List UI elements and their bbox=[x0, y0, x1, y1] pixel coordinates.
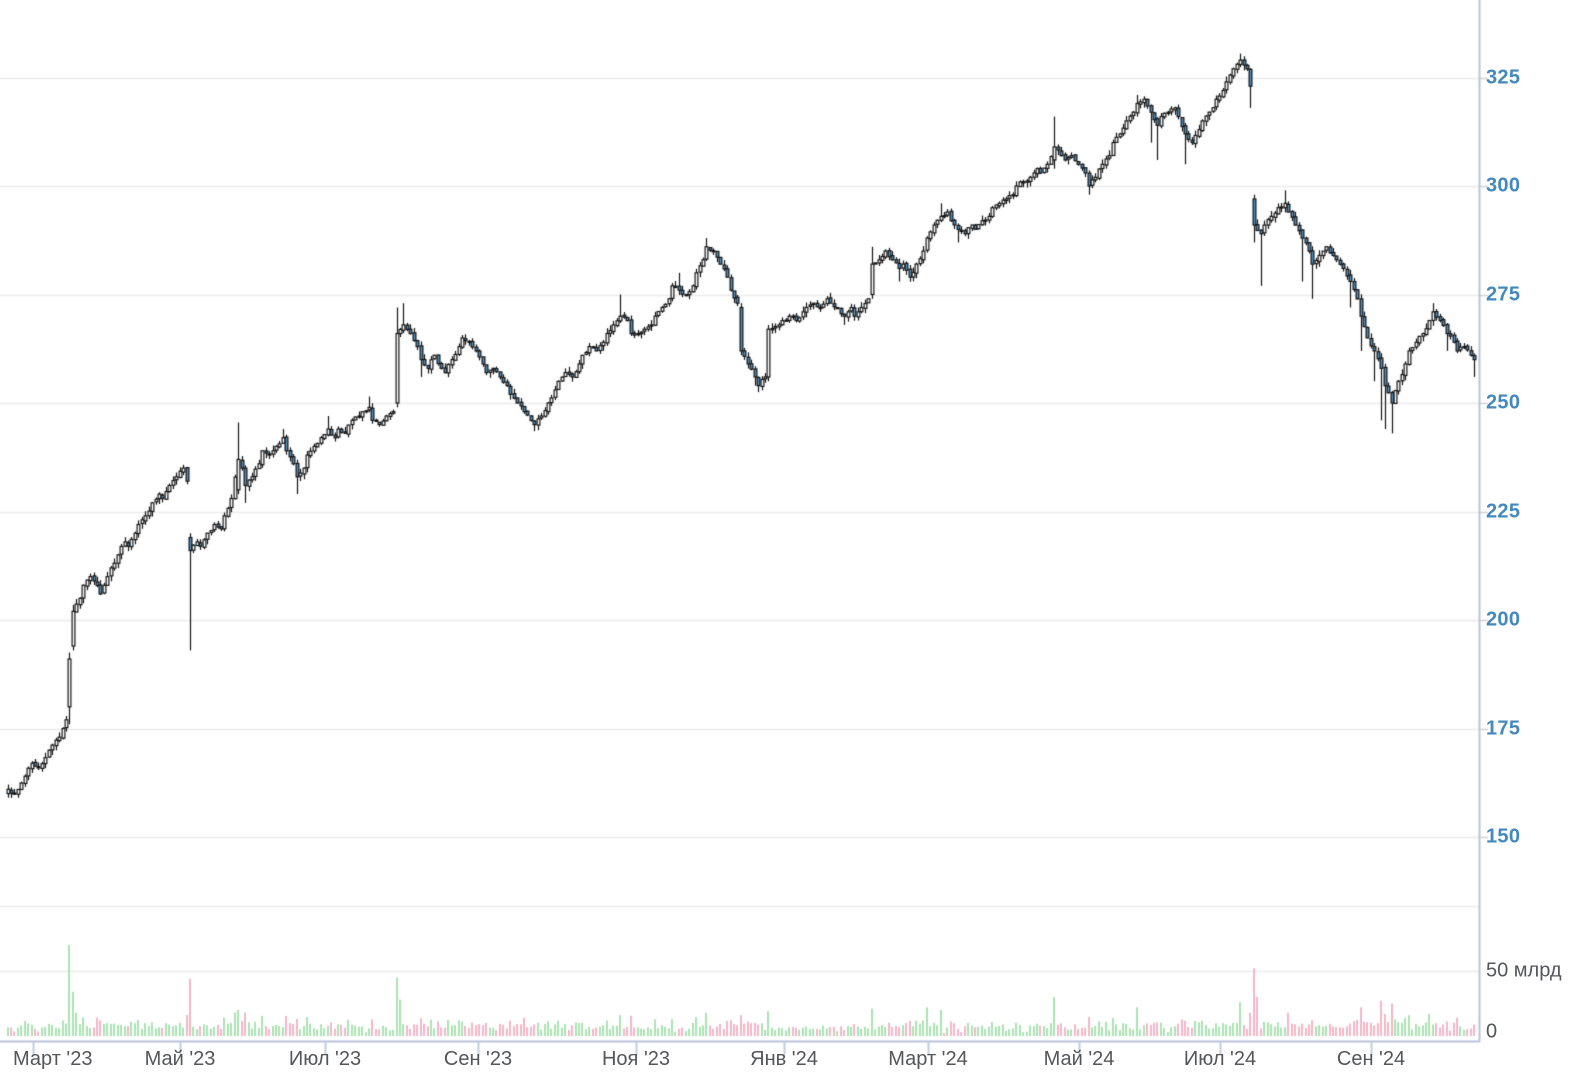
price-axis-label: 325 bbox=[1486, 66, 1521, 88]
time-axis-label: Июл '23 bbox=[288, 1048, 362, 1070]
time-axis-label: Янв '24 bbox=[750, 1048, 818, 1070]
price-axis-label: 250 bbox=[1486, 391, 1521, 414]
time-axis-label: Май '24 bbox=[1043, 1048, 1115, 1070]
price-axis-label: 200 bbox=[1486, 608, 1521, 631]
time-axis-label: Май '23 bbox=[144, 1048, 216, 1070]
price-axis-label: 150 bbox=[1486, 825, 1521, 848]
price-axis-label: 225 bbox=[1486, 500, 1521, 522]
time-axis-label: Сен '23 bbox=[443, 1048, 513, 1070]
price-axis-label: 175 bbox=[1486, 717, 1521, 739]
time-axis-label: Сен '24 bbox=[1336, 1048, 1406, 1070]
volume-axis-label-50: 50 млрд bbox=[1486, 959, 1562, 982]
time-axis-label: Март '23 bbox=[13, 1048, 93, 1070]
time-axis-label: Ноя '23 bbox=[601, 1048, 671, 1070]
price-axis-label: 275 bbox=[1486, 283, 1521, 305]
price-axis-label: 300 bbox=[1486, 174, 1521, 197]
volume-axis-label-0: 0 bbox=[1486, 1020, 1498, 1043]
time-axis-label: Июл '24 bbox=[1183, 1048, 1257, 1070]
time-axis-label: Март '24 bbox=[888, 1048, 968, 1070]
